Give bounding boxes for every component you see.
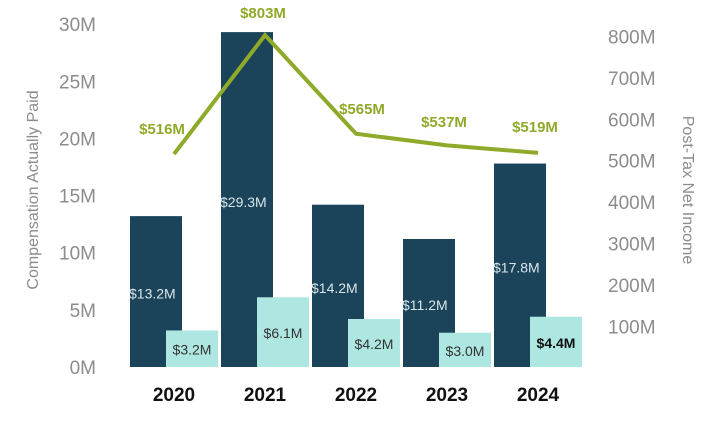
right-axis-title: Post-Tax Net Income bbox=[679, 116, 696, 265]
net-income-label: $803M bbox=[240, 5, 286, 22]
net-income-label: $537M bbox=[421, 114, 467, 131]
left-tick-label: 5M bbox=[70, 301, 96, 322]
net-income-line-group: $516M $803M $565M $537M $519M bbox=[139, 5, 558, 154]
right-tick-label: 700M bbox=[608, 69, 656, 90]
right-tick-label: 300M bbox=[608, 235, 656, 256]
x-tick-label: 2020 bbox=[153, 385, 195, 406]
bar-secondary-label: $4.2M bbox=[355, 336, 394, 352]
right-tick-label: 800M bbox=[608, 27, 656, 48]
right-tick-label: 500M bbox=[608, 152, 656, 173]
bar-primary-label: $17.8M bbox=[493, 259, 540, 275]
bar-primary-label: $29.3M bbox=[220, 194, 267, 210]
net-income-label: $516M bbox=[139, 121, 185, 138]
right-tick-label: 400M bbox=[608, 193, 656, 214]
left-tick-label: 10M bbox=[59, 244, 96, 265]
x-tick-label: 2021 bbox=[244, 385, 287, 406]
bar-primary-label: $14.2M bbox=[311, 280, 358, 296]
right-tick-label: 200M bbox=[608, 276, 656, 297]
x-tick-label: 2023 bbox=[426, 385, 468, 406]
x-axis-labels: 2020 2021 2022 2023 2024 bbox=[153, 385, 560, 406]
bar-secondary-label: $3.2M bbox=[173, 342, 212, 358]
left-tick-label: 20M bbox=[59, 129, 96, 150]
net-income-label: $565M bbox=[339, 101, 385, 118]
bar-primary-label: $13.2M bbox=[129, 286, 176, 302]
right-tick-label: 100M bbox=[608, 317, 656, 338]
x-tick-label: 2022 bbox=[335, 385, 377, 406]
x-tick-label: 2024 bbox=[517, 385, 560, 406]
net-income-label: $519M bbox=[512, 119, 558, 136]
bar-group: $13.2M $3.2M $29.3M $6.1M $14.2M $4.2M $11.2M $… bbox=[129, 32, 582, 367]
right-tick-label: 600M bbox=[608, 110, 656, 131]
left-tick-label: 30M bbox=[59, 15, 96, 36]
left-axis-title: Compensation Actually Paid bbox=[25, 90, 42, 289]
right-axis-ticks: 100M 200M 300M 400M 500M 600M 700M 800M bbox=[608, 27, 656, 338]
left-axis-ticks: 0M 5M 10M 15M 20M 25M 30M bbox=[59, 15, 96, 379]
left-tick-label: 15M bbox=[59, 187, 96, 208]
left-tick-label: 25M bbox=[59, 72, 96, 93]
bar-secondary-label: $4.4M bbox=[537, 335, 576, 351]
bar-primary-label: $11.2M bbox=[402, 297, 448, 313]
left-tick-label: 0M bbox=[70, 358, 96, 379]
bar-secondary-label: $3.0M bbox=[446, 343, 485, 359]
bar-secondary-label: $6.1M bbox=[264, 325, 303, 341]
